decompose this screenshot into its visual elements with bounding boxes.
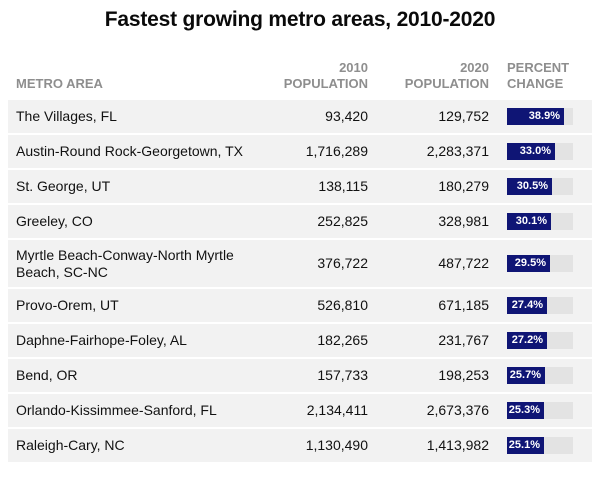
population-2020-cell: 198,253 bbox=[376, 359, 497, 392]
percent-bar-track: 33.0% bbox=[507, 143, 573, 160]
percent-bar: 25.7% bbox=[507, 367, 545, 384]
percent-change-cell: 30.5% bbox=[497, 170, 592, 203]
table-header-row: METRO AREA 2010 POPULATION 2020 POPULATI… bbox=[8, 60, 592, 98]
percent-change-cell: 33.0% bbox=[497, 135, 592, 168]
table-row: Raleigh-Cary, NC 1,130,490 1,413,982 25.1% bbox=[8, 429, 592, 462]
percent-change-cell: 27.2% bbox=[497, 324, 592, 357]
metro-name-cell: Greeley, CO bbox=[8, 205, 263, 238]
column-header-metro: METRO AREA bbox=[16, 76, 103, 91]
population-2010-cell: 157,733 bbox=[263, 359, 376, 392]
percent-bar: 27.2% bbox=[507, 332, 547, 349]
table-row: Provo-Orem, UT 526,810 671,185 27.4% bbox=[8, 289, 592, 322]
percent-change-cell: 25.3% bbox=[497, 394, 592, 427]
column-header-2010-population: 2010 POPULATION bbox=[283, 60, 368, 91]
table-row: Daphne-Fairhope-Foley, AL 182,265 231,767 2… bbox=[8, 324, 592, 357]
population-2020-cell: 328,981 bbox=[376, 205, 497, 238]
population-2020-cell: 2,283,371 bbox=[376, 135, 497, 168]
table-row: The Villages, FL 93,420 129,752 38.9% bbox=[8, 100, 592, 133]
percent-bar-track: 30.1% bbox=[507, 213, 573, 230]
percent-change-label: 29.5% bbox=[514, 257, 546, 269]
population-2020-cell: 2,673,376 bbox=[376, 394, 497, 427]
population-2020-cell: 231,767 bbox=[376, 324, 497, 357]
percent-bar: 38.9% bbox=[507, 108, 564, 125]
table-row: Greeley, CO 252,825 328,981 30.1% bbox=[8, 205, 592, 238]
population-2020-cell: 180,279 bbox=[376, 170, 497, 203]
percent-bar-track: 29.5% bbox=[507, 255, 573, 272]
percent-bar: 33.0% bbox=[507, 143, 555, 160]
percent-bar-track: 25.1% bbox=[507, 437, 573, 454]
population-2010-cell: 1,716,289 bbox=[263, 135, 376, 168]
column-header-percent-change: PERCENT CHANGE bbox=[507, 60, 570, 91]
population-2010-cell: 1,130,490 bbox=[263, 429, 376, 462]
metro-growth-table: METRO AREA 2010 POPULATION 2020 POPULATI… bbox=[8, 58, 592, 464]
population-2010-cell: 376,722 bbox=[263, 240, 376, 287]
percent-bar-track: 25.3% bbox=[507, 402, 573, 419]
percent-change-cell: 25.1% bbox=[497, 429, 592, 462]
percent-change-cell: 38.9% bbox=[497, 100, 592, 133]
percent-change-label: 38.9% bbox=[528, 110, 560, 122]
percent-change-cell: 25.7% bbox=[497, 359, 592, 392]
percent-change-cell: 29.5% bbox=[497, 240, 592, 287]
percent-change-label: 33.0% bbox=[519, 145, 551, 157]
percent-change-label: 25.7% bbox=[509, 369, 541, 381]
table-body: The Villages, FL 93,420 129,752 38.9% Austin… bbox=[8, 100, 592, 462]
percent-bar-track: 25.7% bbox=[507, 367, 573, 384]
metro-name-cell: St. George, UT bbox=[8, 170, 263, 203]
percent-change-label: 30.5% bbox=[516, 180, 548, 192]
metro-name-cell: Orlando-Kissimmee-Sanford, FL bbox=[8, 394, 263, 427]
metro-name-cell: Bend, OR bbox=[8, 359, 263, 392]
percent-change-label: 30.1% bbox=[515, 215, 547, 227]
table-row: Austin-Round Rock-Georgetown, TX 1,716,28… bbox=[8, 135, 592, 168]
column-header-2020-population: 2020 POPULATION bbox=[404, 60, 489, 91]
population-2020-cell: 487,722 bbox=[376, 240, 497, 287]
metro-name-cell: Raleigh-Cary, NC bbox=[8, 429, 263, 462]
metro-name-cell: Provo-Orem, UT bbox=[8, 289, 263, 322]
metro-name-cell: The Villages, FL bbox=[8, 100, 263, 133]
percent-bar: 25.3% bbox=[507, 402, 544, 419]
percent-bar: 30.5% bbox=[507, 178, 552, 195]
percent-bar-track: 27.2% bbox=[507, 332, 573, 349]
population-2010-cell: 138,115 bbox=[263, 170, 376, 203]
percent-change-cell: 30.1% bbox=[497, 205, 592, 238]
table-row: Orlando-Kissimmee-Sanford, FL 2,134,411 2,… bbox=[8, 394, 592, 427]
metro-name-cell: Daphne-Fairhope-Foley, AL bbox=[8, 324, 263, 357]
percent-bar-track: 27.4% bbox=[507, 297, 573, 314]
population-2010-cell: 2,134,411 bbox=[263, 394, 376, 427]
percent-bar: 30.1% bbox=[507, 213, 551, 230]
percent-bar: 27.4% bbox=[507, 297, 547, 314]
percent-change-cell: 27.4% bbox=[497, 289, 592, 322]
metro-name-cell: Myrtle Beach-Conway-North Myrtle Beach, … bbox=[8, 240, 263, 287]
population-2010-cell: 526,810 bbox=[263, 289, 376, 322]
percent-change-label: 27.2% bbox=[511, 334, 543, 346]
metro-name-cell: Austin-Round Rock-Georgetown, TX bbox=[8, 135, 263, 168]
percent-bar: 25.1% bbox=[507, 437, 544, 454]
population-2020-cell: 1,413,982 bbox=[376, 429, 497, 462]
population-2020-cell: 129,752 bbox=[376, 100, 497, 133]
percent-change-label: 27.4% bbox=[511, 299, 543, 311]
table-row: Bend, OR 157,733 198,253 25.7% bbox=[8, 359, 592, 392]
percent-bar: 29.5% bbox=[507, 255, 550, 272]
percent-change-label: 25.1% bbox=[508, 439, 540, 451]
chart-title: Fastest growing metro areas, 2010-2020 bbox=[104, 8, 496, 31]
percent-bar-track: 38.9% bbox=[507, 108, 573, 125]
percent-bar-track: 30.5% bbox=[507, 178, 573, 195]
population-2010-cell: 93,420 bbox=[263, 100, 376, 133]
table-row: Myrtle Beach-Conway-North Myrtle Beach, … bbox=[8, 240, 592, 287]
table-row: St. George, UT 138,115 180,279 30.5% bbox=[8, 170, 592, 203]
population-2010-cell: 182,265 bbox=[263, 324, 376, 357]
population-2010-cell: 252,825 bbox=[263, 205, 376, 238]
population-2020-cell: 671,185 bbox=[376, 289, 497, 322]
percent-change-label: 25.3% bbox=[508, 404, 540, 416]
